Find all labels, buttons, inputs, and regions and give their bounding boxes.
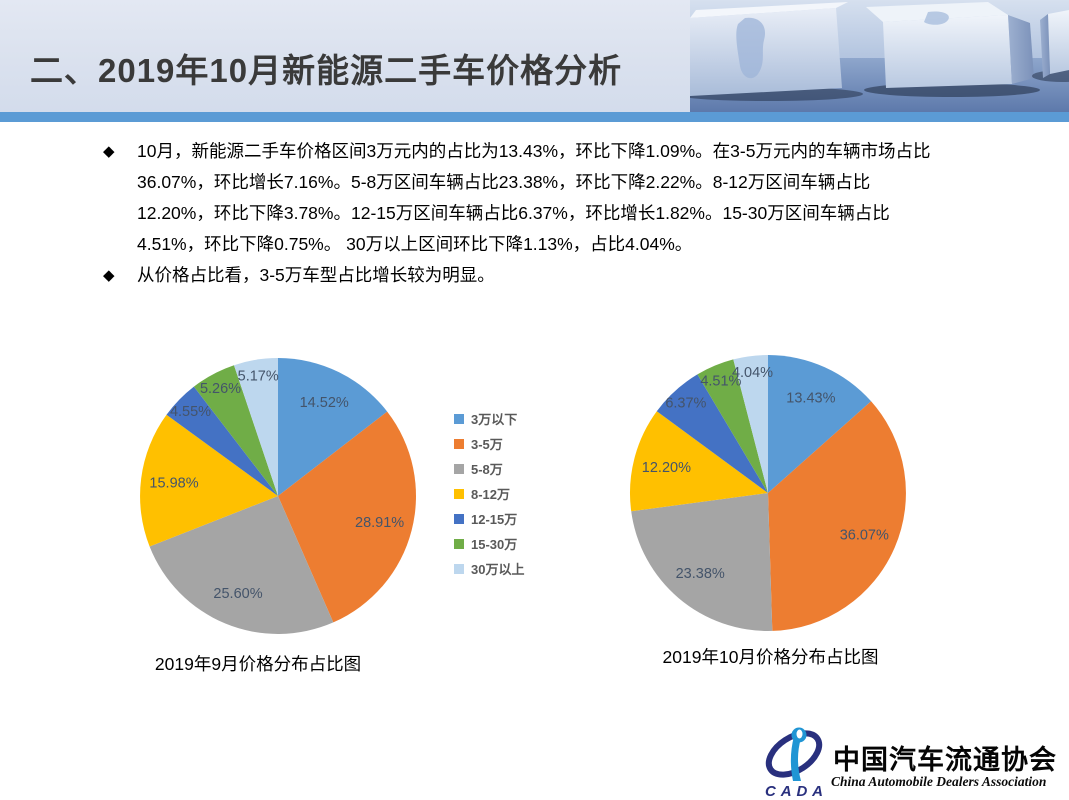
bullet-text-line: 36.07%，环比增长7.16%。5-8万区间车辆占比23.38%，环比下降2.…: [137, 172, 871, 192]
bullet-text-line: 12.20%，环比下降3.78%。12-15万区间车辆占比6.37%，环比增长1…: [137, 203, 890, 223]
pie-data-label: 36.07%: [840, 527, 889, 543]
legend-swatch-icon: [454, 488, 464, 499]
bullet-text-line: 从价格占比看，3-5万车型占比增长较为明显。: [137, 265, 495, 285]
legend-label: 8-12万: [471, 487, 511, 502]
pie-data-label: 4.04%: [732, 365, 773, 381]
pie-data-label: 23.38%: [676, 566, 725, 582]
chart-legend: 3万以下 3-5万 5-8万 8-12万 12-15万 15-30万 30万以上: [454, 406, 524, 581]
pie-chart-september: 14.52% 28.91% 25.60% 15.98% 4.55% 5.26%5.17%: [140, 358, 416, 634]
pie-data-label: 25.60%: [213, 586, 262, 602]
legend-item-30万以上: 30万以上: [454, 556, 524, 581]
bullet-text-line: 4.51%，环比下降0.75%。 30万以上区间环比下降1.13%，占比4.04…: [137, 234, 693, 254]
bullet-text-block: ◆ 10月，新能源二手车价格区间3万元内的占比为13.43%，环比下降1.09%。…: [103, 136, 983, 291]
bullet-item-1: ◆ 10月，新能源二手车价格区间3万元内的占比为13.43%，环比下降1.09%。…: [103, 136, 983, 260]
legend-item-3万以下: 3万以下: [454, 406, 524, 431]
legend-swatch-icon: [454, 463, 464, 474]
legend-item-12-15万: 12-15万: [454, 506, 524, 531]
page-title: 二、2019年10月新能源二手车价格分析: [30, 52, 623, 89]
pie-slice-3万以下: [278, 358, 388, 496]
pie-data-label: 28.91%: [355, 515, 404, 531]
pie-slice-30万以上: [234, 358, 278, 496]
legend-label: 12-15万: [471, 512, 518, 527]
legend-item-3-5万: 3-5万: [454, 431, 524, 456]
legend-label: 3万以下: [471, 412, 518, 427]
pie-data-label: 4.51%: [700, 373, 741, 389]
pie-data-label: 4.55%: [170, 404, 211, 420]
pie-slice-3万以下: [768, 355, 872, 493]
cada-acronym-text: CADA: [765, 783, 823, 798]
legend-swatch-icon: [454, 438, 464, 449]
pie-slice-3-5万: [768, 401, 906, 631]
pie-data-label: 5.26%: [200, 381, 241, 397]
legend-label: 30万以上: [471, 562, 525, 577]
legend-label: 5-8万: [471, 462, 503, 477]
legend-label: 15-30万: [471, 537, 518, 552]
pie-data-label: 6.37%: [665, 396, 706, 412]
pie-slice-8-12万: [629, 411, 768, 512]
header-band: [0, 0, 1069, 112]
pie-data-label: 12.20%: [642, 460, 691, 476]
diamond-bullet-icon: ◆: [103, 267, 115, 284]
pie-slice-8-12万: [140, 414, 278, 547]
pie-slice-12-15万: [656, 374, 768, 493]
header-divider-bar: [0, 112, 1069, 122]
pie-data-label: 13.43%: [786, 390, 835, 406]
legend-swatch-icon: [454, 513, 464, 524]
legend-swatch-icon: [454, 563, 464, 574]
pie-slice-15-30万: [697, 359, 768, 493]
pie-data-label: 14.52%: [300, 395, 349, 411]
cada-logo: CADA 中国汽车流通协会 China Automobile Dealers A…: [763, 722, 1065, 798]
logo-name-english: China Automobile Dealers Association: [831, 774, 1047, 789]
pie-data-label: 15.98%: [149, 476, 198, 492]
caption-september: 2019年9月价格分布占比图: [154, 654, 362, 674]
bullet-item-2: ◆ 从价格占比看，3-5万车型占比增长较为明显。: [103, 260, 983, 291]
bullet-text-line: 10月，新能源二手车价格区间3万元内的占比为13.43%，环比下降1.09%。在…: [137, 141, 931, 161]
pie-slice-5-8万: [631, 493, 773, 631]
pie-slice-30万以上: [733, 354, 768, 493]
pie-slice-5-8万: [149, 496, 334, 634]
legend-swatch-icon: [454, 538, 464, 549]
legend-label: 3-5万: [471, 437, 503, 452]
pie-data-label: 5.17%: [238, 369, 279, 385]
legend-item-15-30万: 15-30万: [454, 531, 524, 556]
diamond-bullet-icon: ◆: [103, 143, 115, 160]
cubes-decoration-image: [690, 0, 1069, 112]
legend-swatch-icon: [454, 413, 464, 424]
caption-october: 2019年10月价格分布占比图: [662, 647, 879, 667]
pie-slice-15-30万: [193, 365, 278, 496]
logo-name-chinese: 中国汽车流通协会: [833, 745, 1057, 775]
cada-emblem-icon: CADA: [765, 727, 823, 798]
legend-item-5-8万: 5-8万: [454, 456, 524, 481]
pie-slice-12-15万: [166, 386, 278, 496]
pie-chart-october: 13.43% 36.07% 23.38% 12.20% 6.37% 4.51%4.04%: [629, 354, 906, 631]
pie-slice-3-5万: [278, 411, 416, 623]
legend-item-8-12万: 8-12万: [454, 481, 524, 506]
